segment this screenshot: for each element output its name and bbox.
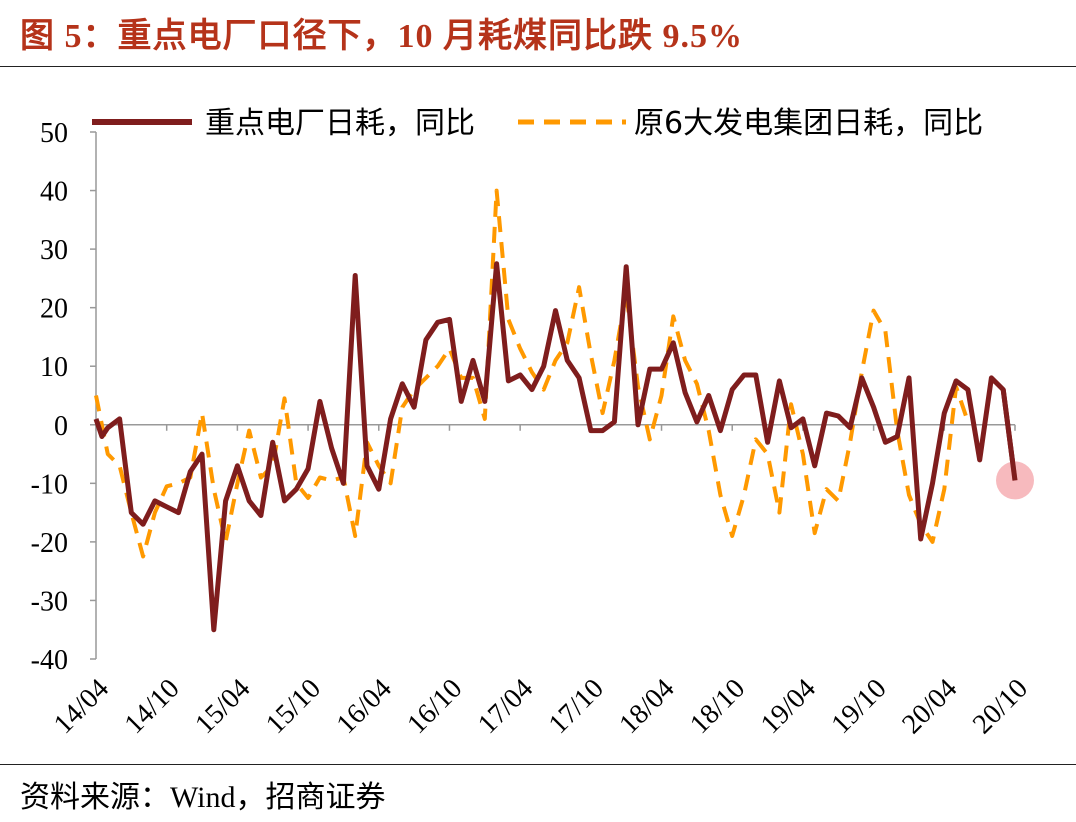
x-tick-label: 20/04: [896, 673, 963, 740]
x-tick-label: 18/10: [684, 673, 751, 740]
x-tick-label: 20/10: [967, 673, 1034, 740]
figure-title: 图 5：重点电厂口径下，10 月耗煤同比跌 9.5%: [20, 18, 743, 55]
y-tick-label: 50: [40, 118, 68, 149]
x-tick-label: 16/10: [401, 673, 468, 740]
x-tick-label: 15/10: [260, 673, 327, 740]
source-note: 资料来源：Wind，招商证券: [20, 781, 386, 814]
line-chart: 重点电厂日耗，同比 原6大发电集团日耗，同比 50 40 30 20 10 0 -10 -20…: [31, 106, 1034, 740]
series-line-primary-end: [1000, 389, 1018, 481]
y-tick-label: 30: [40, 235, 68, 266]
chart-legend: 重点电厂日耗，同比 原6大发电集团日耗，同比: [92, 106, 983, 141]
series-line-secondary: [94, 188, 970, 559]
y-tick-label: -10: [31, 469, 68, 500]
y-tick-label: -20: [31, 528, 68, 559]
x-tick-label: 15/04: [189, 673, 256, 740]
x-tick-label: 18/04: [613, 673, 680, 740]
bottom-rule: [0, 764, 1076, 765]
legend-label-primary: 重点电厂日耗，同比: [205, 106, 475, 141]
chart-series: [93, 188, 1034, 633]
legend-label-secondary: 原6大发电集团日耗，同比: [634, 106, 983, 141]
y-tick-label: 40: [40, 177, 68, 208]
top-rule: [0, 66, 1076, 67]
y-tick-label: 0: [54, 411, 68, 442]
x-tick-label: 14/04: [48, 673, 115, 740]
x-tick-label: 16/04: [331, 673, 398, 740]
y-tick-label: 20: [40, 294, 68, 325]
series-line-primary: [93, 261, 1018, 633]
y-tick-label: 10: [40, 352, 68, 383]
x-tick-label: 17/04: [472, 673, 539, 740]
y-tick-label: -40: [31, 645, 68, 676]
x-tick-label: 14/10: [119, 673, 186, 740]
y-tick-label: -30: [31, 586, 68, 617]
latest-value-highlight: [996, 461, 1034, 500]
x-tick-label: 19/10: [826, 673, 893, 740]
x-tick-label: 17/10: [543, 673, 610, 740]
x-tick-label: 19/04: [755, 673, 822, 740]
